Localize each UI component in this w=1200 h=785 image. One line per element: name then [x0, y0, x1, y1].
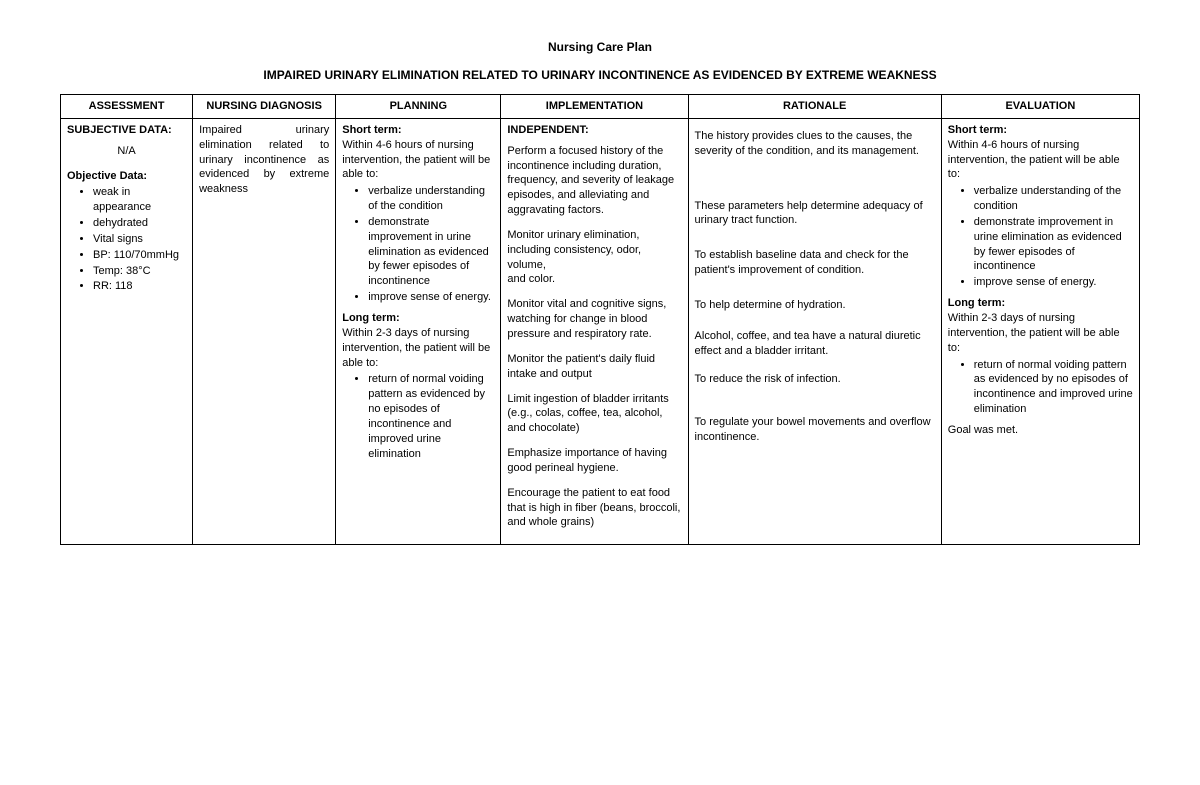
subjective-value: N/A [67, 144, 186, 159]
cell-diagnosis: Impaired urinary elimination related to … [193, 118, 336, 544]
col-header-diagnosis: NURSING DIAGNOSIS [193, 95, 336, 119]
care-plan-table: ASSESSMENT NURSING DIAGNOSIS PLANNING IM… [60, 94, 1140, 545]
planning-short-label: Short term: [342, 123, 494, 138]
diagnosis-text: Impaired urinary elimination related to … [199, 123, 329, 197]
subjective-label: SUBJECTIVE DATA: [67, 123, 186, 138]
cell-rationale: The history provides clues to the causes… [688, 118, 941, 544]
rationale-item: To reduce the risk of infection. [695, 372, 935, 387]
rationale-item: To regulate your bowel movements and ove… [695, 415, 935, 445]
list-item: return of normal voiding pattern as evid… [974, 358, 1133, 417]
eval-long-label: Long term: [948, 296, 1133, 311]
eval-short-label: Short term: [948, 123, 1133, 138]
list-item: Temp: 38°C [93, 264, 186, 279]
table-header-row: ASSESSMENT NURSING DIAGNOSIS PLANNING IM… [61, 95, 1140, 119]
list-item: return of normal voiding pattern as evid… [368, 372, 494, 461]
cell-evaluation: Short term: Within 4-6 hours of nursing … [941, 118, 1139, 544]
cell-implementation: INDEPENDENT: Perform a focused history o… [501, 118, 688, 544]
list-item: demonstrate improvement in urine elimina… [368, 215, 494, 289]
list-item: verbalize understanding of the condition [974, 184, 1133, 214]
eval-goal: Goal was met. [948, 423, 1133, 438]
impl-item: and color. [507, 272, 681, 287]
list-item: improve sense of energy. [974, 275, 1133, 290]
eval-short-list: verbalize understanding of the condition… [948, 184, 1133, 290]
list-item: dehydrated [93, 216, 186, 231]
impl-item: Limit ingestion of bladder irritants (e.… [507, 392, 681, 437]
impl-item: Monitor urinary elimination, including c… [507, 228, 681, 273]
table-row: SUBJECTIVE DATA: N/A Objective Data: wea… [61, 118, 1140, 544]
col-header-implementation: IMPLEMENTATION [501, 95, 688, 119]
planning-long-label: Long term: [342, 311, 494, 326]
planning-long-intro: Within 2-3 days of nursing intervention,… [342, 326, 494, 371]
objective-label: Objective Data: [67, 169, 186, 184]
rationale-item: Alcohol, coffee, and tea have a natural … [695, 329, 935, 359]
impl-item: Monitor the patient's daily fluid intake… [507, 352, 681, 382]
col-header-assessment: ASSESSMENT [61, 95, 193, 119]
list-item: demonstrate improvement in urine elimina… [974, 215, 1133, 274]
independent-label: INDEPENDENT: [507, 123, 681, 138]
impl-item: Emphasize importance of having good peri… [507, 446, 681, 476]
impl-item: Monitor vital and cognitive signs, watch… [507, 297, 681, 342]
rationale-item: The history provides clues to the causes… [695, 129, 935, 159]
rationale-item: To establish baseline data and check for… [695, 248, 935, 278]
planning-long-list: return of normal voiding pattern as evid… [342, 372, 494, 461]
eval-short-intro: Within 4-6 hours of nursing intervention… [948, 138, 1133, 183]
objective-list: weak in appearance dehydrated Vital sign… [67, 185, 186, 294]
doc-subtitle: IMPAIRED URINARY ELIMINATION RELATED TO … [60, 68, 1140, 82]
eval-long-list: return of normal voiding pattern as evid… [948, 358, 1133, 417]
col-header-planning: PLANNING [336, 95, 501, 119]
list-item: BP: 110/70mmHg [93, 248, 186, 263]
planning-short-intro: Within 4-6 hours of nursing intervention… [342, 138, 494, 183]
col-header-rationale: RATIONALE [688, 95, 941, 119]
list-item: weak in appearance [93, 185, 186, 215]
list-item: Vital signs [93, 232, 186, 247]
eval-long-intro: Within 2-3 days of nursing intervention,… [948, 311, 1133, 356]
planning-short-list: verbalize understanding of the condition… [342, 184, 494, 305]
impl-item: Encourage the patient to eat food that i… [507, 486, 681, 531]
list-item: RR: 118 [93, 279, 186, 294]
rationale-item: To help determine of hydration. [695, 298, 935, 313]
doc-title: Nursing Care Plan [60, 40, 1140, 54]
rationale-item: These parameters help determine adequacy… [695, 199, 935, 229]
list-item: verbalize understanding of the condition [368, 184, 494, 214]
cell-assessment: SUBJECTIVE DATA: N/A Objective Data: wea… [61, 118, 193, 544]
col-header-evaluation: EVALUATION [941, 95, 1139, 119]
impl-item: Perform a focused history of the inconti… [507, 144, 681, 218]
cell-planning: Short term: Within 4-6 hours of nursing … [336, 118, 501, 544]
list-item: improve sense of energy. [368, 290, 494, 305]
